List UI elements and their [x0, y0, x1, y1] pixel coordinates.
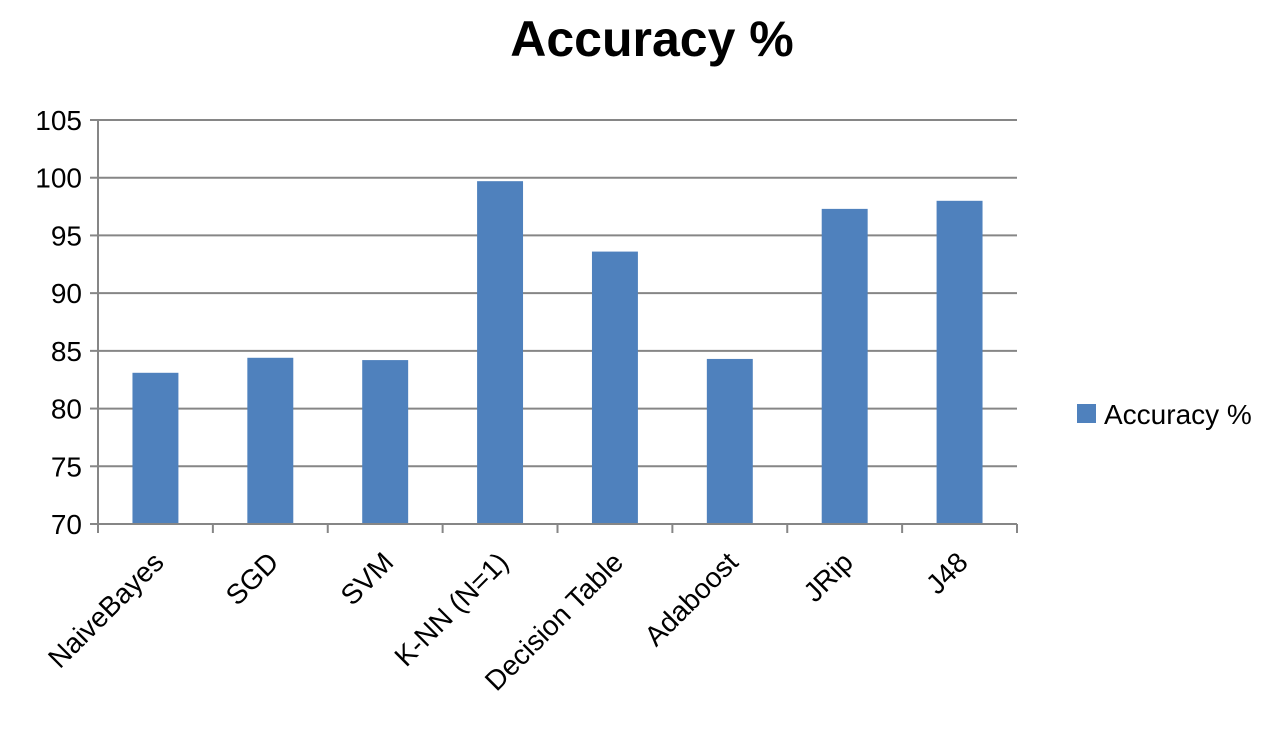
x-category-label: JRip	[797, 546, 859, 608]
legend-swatch	[1077, 404, 1096, 423]
y-tick-label: 70	[51, 509, 82, 540]
y-tick-label: 95	[51, 220, 82, 251]
axes	[97, 120, 1018, 533]
y-tick-label: 90	[51, 278, 82, 309]
legend: Accuracy %	[1077, 399, 1252, 430]
y-tick-label: 105	[35, 105, 82, 136]
legend-label: Accuracy %	[1104, 399, 1252, 430]
x-category-label: NaiveBayes	[42, 546, 170, 674]
x-category-label: SVM	[335, 546, 400, 611]
x-category-label: J48	[920, 546, 974, 600]
y-tick-label: 80	[51, 394, 82, 425]
chart-title: Accuracy %	[510, 11, 794, 67]
x-category-label: K-NN (N=1)	[388, 546, 514, 672]
bar	[706, 358, 753, 524]
bar	[247, 357, 294, 524]
bar	[362, 360, 409, 524]
y-tick-label: 75	[51, 451, 82, 482]
bar	[591, 251, 638, 525]
x-category-label: Adaboost	[638, 546, 744, 652]
bar	[936, 200, 983, 525]
x-category-label: SGD	[220, 546, 285, 611]
bar	[821, 208, 868, 524]
bars	[132, 181, 983, 525]
gridlines	[98, 119, 1017, 468]
bar	[477, 181, 524, 525]
y-tick-label: 100	[35, 163, 82, 194]
y-tick-label: 85	[51, 336, 82, 367]
bar	[132, 372, 179, 524]
y-axis-tick-labels: 70 75 80 85 90 95 100 105	[35, 105, 98, 540]
